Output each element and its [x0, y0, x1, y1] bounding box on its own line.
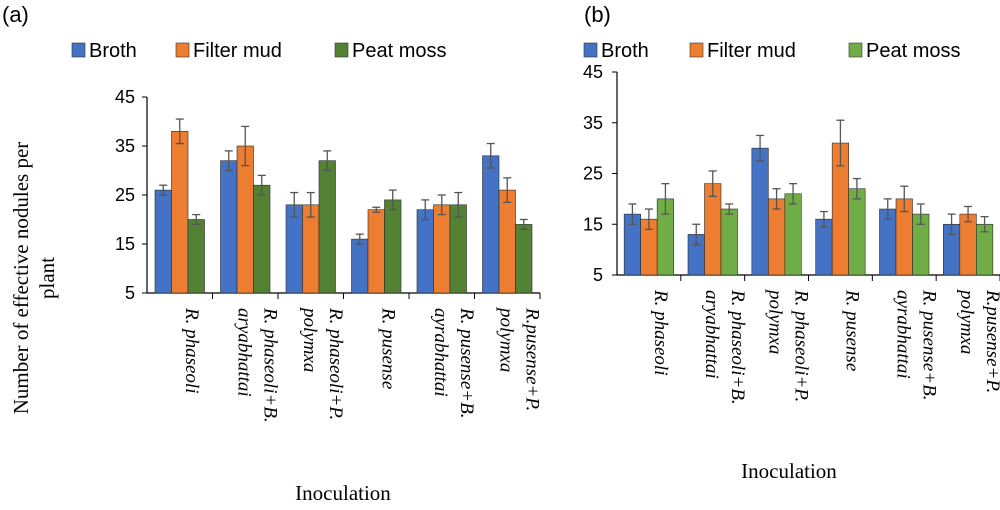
- bar: [751, 147, 769, 276]
- y-tick-label: 35: [115, 136, 135, 156]
- x-tick-label: R. phaseoli: [181, 307, 202, 394]
- y-tick-label: 15: [583, 214, 603, 234]
- legend-label: Peat moss: [866, 40, 960, 62]
- panel-label: (a): [2, 2, 29, 27]
- y-tick-label: 45: [115, 87, 135, 107]
- bar: [515, 224, 533, 294]
- bar: [236, 145, 254, 294]
- y-axis-title: plant: [35, 257, 59, 299]
- y-tick-label: 15: [115, 234, 135, 254]
- x-tick-label: R. phaseoli+B.: [727, 289, 748, 405]
- x-tick-label: ayrabhattai: [430, 308, 451, 397]
- bar: [285, 204, 303, 294]
- x-tick-label: polymxa: [765, 288, 786, 354]
- bar: [367, 209, 385, 294]
- legend-label: Broth: [601, 40, 649, 62]
- bar: [959, 213, 977, 276]
- bar: [498, 189, 516, 294]
- bar: [704, 183, 722, 276]
- x-tick-label: R. pusense+B.: [456, 307, 477, 418]
- bar: [302, 204, 320, 294]
- y-axis-title: Number of effective nodules per: [9, 142, 33, 415]
- x-tick-label: R. phaseoli+P.: [325, 307, 346, 420]
- bar: [815, 218, 833, 276]
- panel-label: (b): [584, 2, 611, 27]
- bar: [433, 204, 451, 294]
- legend-swatch: [689, 42, 704, 58]
- bar: [220, 160, 238, 294]
- legend-label: Filter mud: [707, 40, 796, 62]
- y-tick-label: 5: [593, 265, 603, 285]
- legend-swatch: [71, 42, 86, 58]
- x-tick-label: R. pusense: [377, 307, 398, 389]
- bar: [768, 198, 786, 276]
- bar: [784, 193, 802, 276]
- bar: [482, 155, 500, 294]
- bar: [848, 188, 866, 276]
- y-tick-label: 25: [115, 185, 135, 205]
- bar: [351, 238, 369, 294]
- x-tick-label: polymxa: [495, 306, 516, 372]
- x-axis-title: Inoculation: [295, 481, 391, 505]
- x-tick-label: R.pusense+P.: [982, 289, 1000, 393]
- x-tick-label: R. phaseoli+B.: [259, 307, 280, 423]
- x-tick-label: R. pusense+B.: [918, 289, 939, 400]
- legend-swatch: [848, 42, 863, 58]
- x-axis-title: Inoculation: [741, 459, 837, 483]
- y-tick-label: 35: [583, 113, 603, 133]
- bar: [171, 131, 189, 294]
- x-tick-label: R. pusense: [841, 289, 862, 371]
- chart-panel-b: (b) Broth Filter mud Peat moss 5 15 25 35 45 R. p…: [583, 2, 1000, 483]
- bar: [384, 199, 402, 294]
- y-tick-label: 45: [583, 62, 603, 82]
- legend-swatch: [175, 42, 190, 58]
- chart-panel-a: (a) Broth Filter mud Peat moss 5 15 25 35 45 R. p…: [2, 2, 542, 505]
- bar: [187, 219, 205, 294]
- legend-swatch: [583, 42, 598, 58]
- x-tick-label: R. phaseoli+P.: [791, 289, 812, 402]
- x-tick-label: R.pusense+P.: [521, 307, 542, 411]
- y-tick-label: 25: [583, 164, 603, 184]
- bar: [154, 189, 172, 294]
- legend-label: Broth: [89, 40, 137, 62]
- x-tick-label: aryabhattai: [701, 290, 722, 379]
- bar: [253, 184, 271, 294]
- bar: [318, 160, 336, 294]
- x-tick-label: polymxa: [956, 288, 977, 354]
- bar: [416, 209, 434, 294]
- bar: [720, 208, 738, 276]
- x-tick-label: polymxa: [299, 306, 320, 372]
- legend-label: Peat moss: [352, 40, 446, 62]
- x-tick-label: ayrabhattai: [892, 290, 913, 379]
- bar: [449, 204, 467, 294]
- x-tick-label: R. phaseoli: [650, 289, 671, 376]
- x-tick-label: aryabhattai: [233, 308, 254, 397]
- y-tick-label: 5: [125, 283, 135, 303]
- legend-swatch: [334, 42, 349, 58]
- legend-label: Filter mud: [193, 40, 282, 62]
